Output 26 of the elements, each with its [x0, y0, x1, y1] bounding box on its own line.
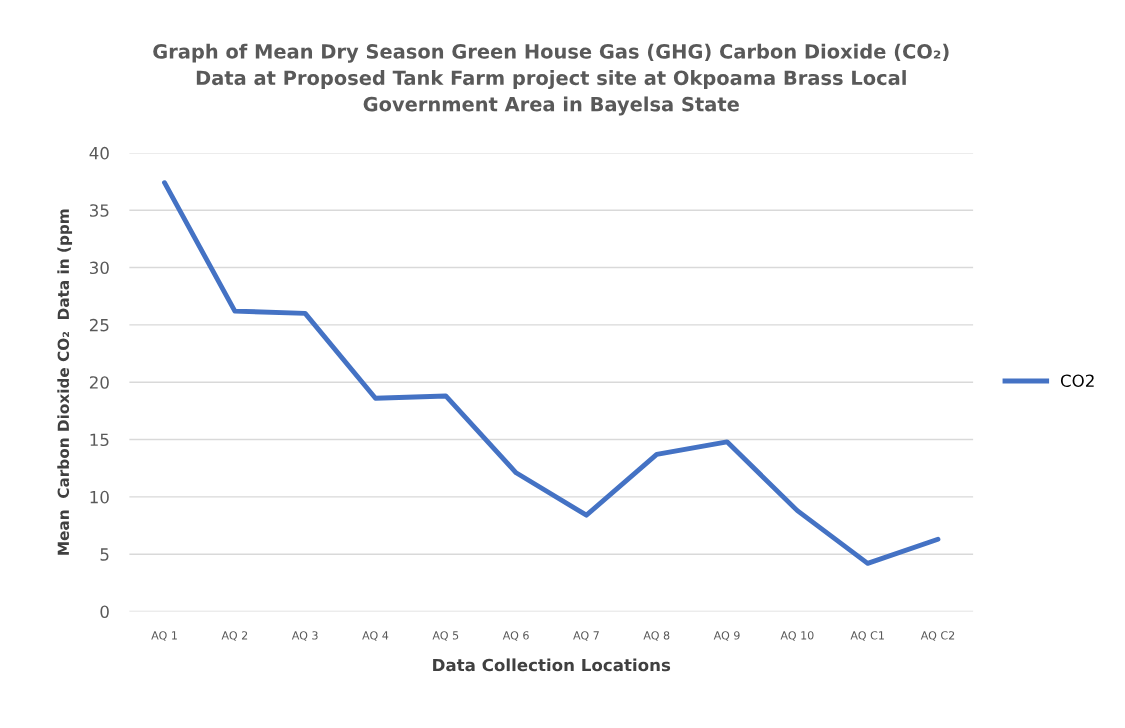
- x-tick-label: AQ 2: [221, 631, 248, 641]
- y-tick-label: 25: [89, 318, 109, 332]
- y-axis-title: Mean Carbon Dioxide CO₂ Data in (ppm: [57, 209, 73, 555]
- x-tick-label: AQ 9: [713, 631, 740, 641]
- x-tick-label: AQ C2: [920, 631, 955, 641]
- x-tick-label: AQ 5: [432, 631, 459, 641]
- y-tick-label: 10: [90, 490, 109, 504]
- x-tick-label: AQ C1: [850, 631, 884, 641]
- y-tick-label: 20: [89, 376, 109, 389]
- x-tick-label: AQ 8: [643, 631, 670, 641]
- x-tick-label: AQ 10: [780, 631, 814, 641]
- legend-label: CO2: [1060, 374, 1094, 388]
- chart-title: Graph of Mean Dry Season Green House Gas (GHG) Carbon Dioxide (CO₂) Data at Proposed Tank Farm project site at Okpoama Brass Local Government Area in Bayelsa State: [153, 43, 949, 116]
- y-tick-label: 15: [90, 433, 109, 447]
- y-tick-label: 40: [89, 146, 109, 160]
- x-tick-label: AQ 4: [362, 631, 389, 641]
- x-tick-label: AQ 1: [151, 631, 177, 641]
- x-tick-label: AQ 6: [502, 631, 529, 641]
- x-axis-title: Data Collection Locations: [433, 658, 671, 672]
- y-tick-label: 5: [100, 548, 109, 561]
- line-series: [162, 180, 941, 566]
- y-tick-label: 30: [89, 261, 109, 275]
- y-tick-label: 0: [100, 605, 109, 619]
- x-tick-label: AQ 7: [573, 631, 599, 641]
- y-tick-label: 35: [89, 204, 109, 217]
- x-tick-label: AQ 3: [291, 631, 318, 641]
